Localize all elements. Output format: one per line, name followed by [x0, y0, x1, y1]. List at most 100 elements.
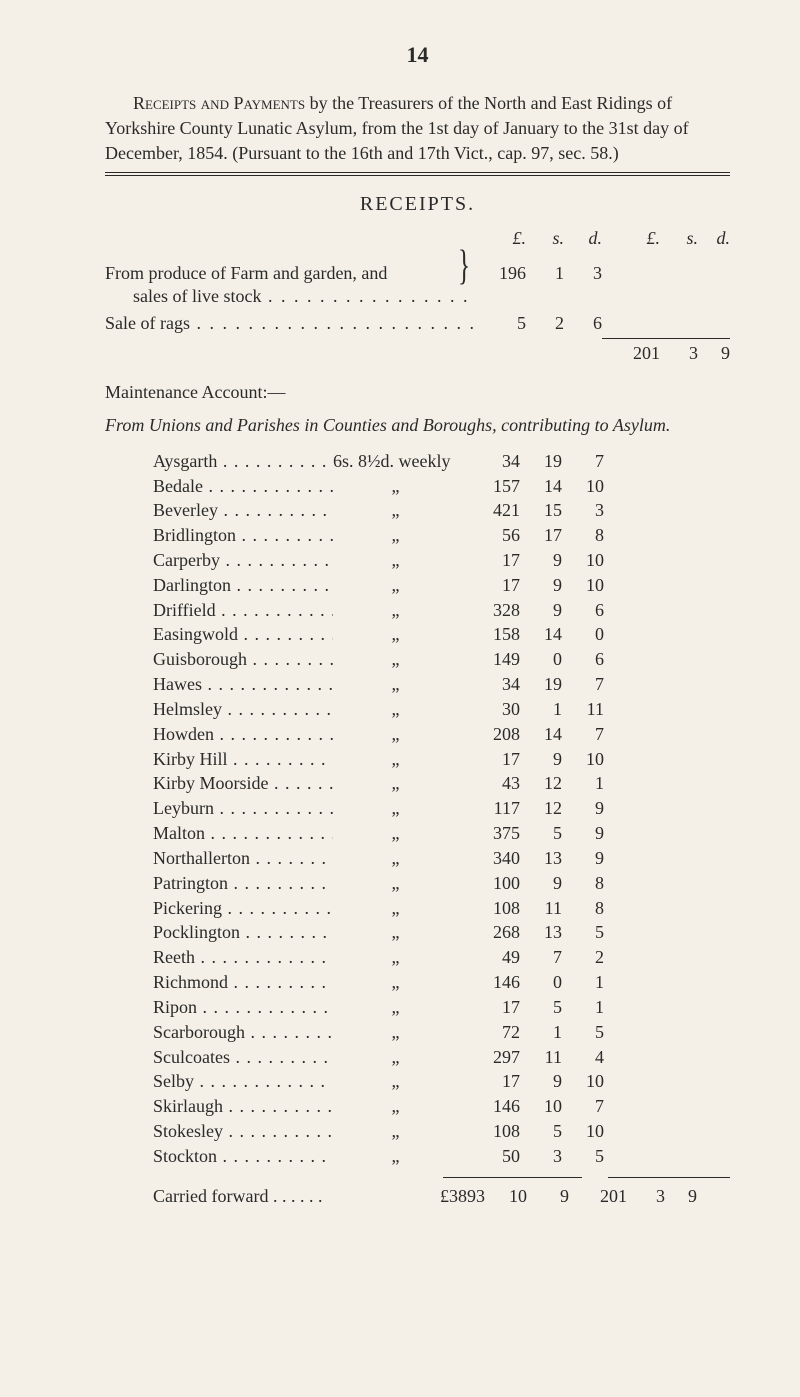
rags-row: Sale of rags 5 2 6	[105, 311, 730, 336]
table-row: Sculcoates . . . . . . . . . . . .„29711…	[153, 1045, 730, 1070]
rate: „	[333, 622, 458, 647]
receipts-title: RECEIPTS.	[105, 190, 730, 218]
rate: „	[333, 1144, 458, 1169]
parish-name: Sculcoates . . . . . . . . . . . .	[153, 1045, 333, 1070]
table-row: Bedale . . . . . . . . . . . .„1571410	[153, 474, 730, 499]
table-row: Easingwold . . . . . . . . . . . .„15814…	[153, 622, 730, 647]
amount-l: 34	[458, 672, 520, 697]
rate: 6s. 8½d. weekly	[333, 449, 458, 474]
rate: „	[333, 796, 458, 821]
amount-s: 14	[520, 722, 562, 747]
subtotal-rule	[602, 338, 730, 339]
rate: „	[333, 771, 458, 796]
carry-row: Carried forward . . . . . . £3893 10 9 2…	[153, 1184, 730, 1209]
carry-rule	[153, 1177, 730, 1178]
amount-s: 5	[520, 821, 562, 846]
rate: „	[333, 1094, 458, 1119]
amount-s: 5	[520, 1119, 562, 1144]
amount-s: 0	[520, 647, 562, 672]
amount-d: 10	[562, 548, 604, 573]
farm-row-1: From produce of Farm and garden, and } 1…	[105, 256, 730, 286]
parish-name: Selby . . . . . . . . . . . .	[153, 1069, 333, 1094]
amount-l: 375	[458, 821, 520, 846]
amount-d: 1	[562, 771, 604, 796]
table-row: Stockton . . . . . . . . . . . .„5035	[153, 1144, 730, 1169]
intro-paragraph: Receipts and Payments by the Treasurers …	[105, 91, 730, 167]
parish-name: Hawes . . . . . . . . . . . .	[153, 672, 333, 697]
rate: „	[333, 871, 458, 896]
farm-row-2: sales of live stock	[105, 284, 730, 309]
carry-total-d: 9	[527, 1184, 569, 1209]
table-row: Patrington . . . . . . . . . . . .„10098	[153, 871, 730, 896]
rate: „	[333, 821, 458, 846]
rate: „	[333, 498, 458, 523]
amount-s: 9	[520, 871, 562, 896]
table-row: Reeth . . . . . . . . . . . .„4972	[153, 945, 730, 970]
rate: „	[333, 722, 458, 747]
farm-label-2: sales of live stock	[133, 286, 261, 306]
amount-l: 340	[458, 846, 520, 871]
rate: „	[333, 573, 458, 598]
intro-lead: Receipts and Payments	[133, 93, 305, 113]
rate: „	[333, 647, 458, 672]
col-l2: £.	[602, 226, 660, 251]
table-row: Aysgarth . . . . . . . . . . . .6s. 8½d.…	[153, 449, 730, 474]
table-row: Bridlington . . . . . . . . . . . .„5617…	[153, 523, 730, 548]
amount-l: 17	[458, 747, 520, 772]
col-d2: d.	[698, 226, 730, 251]
parish-name: Stokesley . . . . . . . . . . . .	[153, 1119, 333, 1144]
parish-name: Driffield . . . . . . . . . . . .	[153, 598, 333, 623]
parish-table: Aysgarth . . . . . . . . . . . .6s. 8½d.…	[153, 449, 730, 1169]
rate: „	[333, 896, 458, 921]
subtotal-row: 201 3 9	[105, 341, 730, 366]
amount-s: 1	[520, 697, 562, 722]
amount-d: 9	[562, 846, 604, 871]
amount-l: 117	[458, 796, 520, 821]
rags-s: 2	[526, 311, 564, 336]
amount-l: 149	[458, 647, 520, 672]
rate: „	[333, 1045, 458, 1070]
amount-s: 12	[520, 796, 562, 821]
table-row: Ripon . . . . . . . . . . . .„1751	[153, 995, 730, 1020]
amount-s: 10	[520, 1094, 562, 1119]
amount-d: 4	[562, 1045, 604, 1070]
amount-l: 17	[458, 548, 520, 573]
parish-name: Kirby Moorside . . . . . . . . . . . .	[153, 771, 333, 796]
table-row: Richmond . . . . . . . . . . . .„14601	[153, 970, 730, 995]
subtotal-s: 3	[660, 341, 698, 366]
parish-name: Darlington . . . . . . . . . . . .	[153, 573, 333, 598]
amount-d: 7	[562, 672, 604, 697]
divider-rule-bottom	[105, 175, 730, 176]
amount-d: 7	[562, 722, 604, 747]
parish-name: Beverley . . . . . . . . . . . .	[153, 498, 333, 523]
rags-l: 5	[474, 311, 526, 336]
amount-d: 7	[562, 449, 604, 474]
table-row: Howden . . . . . . . . . . . .„208147	[153, 722, 730, 747]
amount-s: 13	[520, 846, 562, 871]
table-row: Hawes . . . . . . . . . . . .„34197	[153, 672, 730, 697]
amount-s: 3	[520, 1144, 562, 1169]
amount-s: 9	[520, 747, 562, 772]
rate: „	[333, 747, 458, 772]
amount-d: 9	[562, 821, 604, 846]
amount-l: 146	[458, 1094, 520, 1119]
rate: „	[333, 697, 458, 722]
parish-name: Carperby . . . . . . . . . . . .	[153, 548, 333, 573]
table-row: Selby . . . . . . . . . . . .„17910	[153, 1069, 730, 1094]
amount-d: 8	[562, 871, 604, 896]
carry-total-l: £3893	[393, 1184, 485, 1209]
parish-name: Reeth . . . . . . . . . . . .	[153, 945, 333, 970]
parish-name: Northallerton . . . . . . . . . . . .	[153, 846, 333, 871]
table-row: Beverley . . . . . . . . . . . .„421153	[153, 498, 730, 523]
carry-r-s: 3	[627, 1184, 665, 1209]
rate: „	[333, 1069, 458, 1094]
parish-name: Aysgarth . . . . . . . . . . . .	[153, 449, 333, 474]
carry-total-s: 10	[485, 1184, 527, 1209]
amount-l: 17	[458, 1069, 520, 1094]
amount-s: 0	[520, 970, 562, 995]
amount-s: 9	[520, 548, 562, 573]
amount-d: 0	[562, 622, 604, 647]
page-number: 14	[105, 40, 730, 71]
rate: „	[333, 995, 458, 1020]
carry-label: Carried forward . . . . . .	[153, 1184, 393, 1209]
